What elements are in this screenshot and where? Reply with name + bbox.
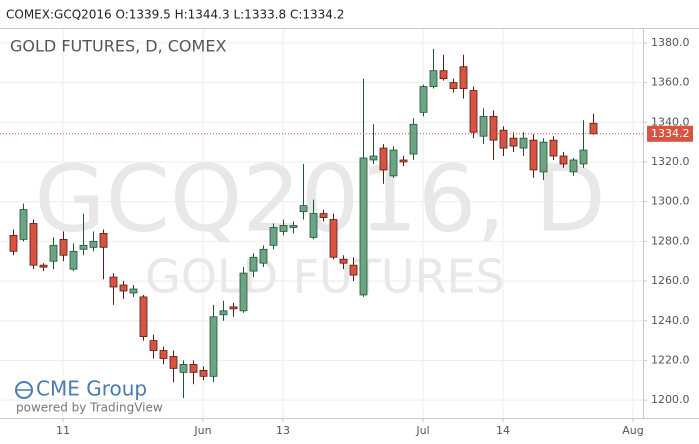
chart-title: GOLD FUTURES, D, COMEX <box>10 37 226 56</box>
candle-body <box>19 209 28 240</box>
candle-body <box>429 70 438 87</box>
candle-body <box>99 233 108 248</box>
y-tick-label: 1240.0 <box>651 314 690 327</box>
candle-body <box>149 340 158 351</box>
candle-body <box>359 157 368 296</box>
credit: powered by TradingView <box>16 401 163 415</box>
candle-body <box>399 159 408 163</box>
candle-body <box>209 316 218 377</box>
y-tick-label: 1340.0 <box>651 115 690 128</box>
candle-body <box>39 264 48 268</box>
x-tick-label: Jul <box>415 424 429 437</box>
axes: 1200.0 1220.0 1240.0 1260.0 1280.0 1300.0 1320… <box>56 36 693 437</box>
candle-body <box>319 213 328 218</box>
y-tick-label: 1380.0 <box>651 36 690 49</box>
y-tick-label: 1260.0 <box>651 274 690 287</box>
candle-body <box>289 225 298 228</box>
candle-body <box>389 149 398 177</box>
candle-body <box>589 122 598 135</box>
candle-body <box>349 264 358 276</box>
candle-body <box>489 115 498 141</box>
candle-body <box>579 149 588 165</box>
candle-body <box>59 238 68 256</box>
logo-icon <box>15 381 33 399</box>
candle-body <box>119 284 128 292</box>
x-tick-label: Jun <box>193 424 211 437</box>
candle-body <box>129 288 138 294</box>
candle-body <box>259 248 268 264</box>
candle-body <box>459 66 468 89</box>
y-tick-label: 1280.0 <box>651 234 690 247</box>
x-tick-label: 13 <box>276 424 290 437</box>
candle-body <box>369 155 378 161</box>
candle-body <box>569 159 578 173</box>
y-tick-label: 1220.0 <box>651 353 690 366</box>
last-price-label: 1334.2 <box>651 127 690 140</box>
x-tick-label: 11 <box>56 424 70 437</box>
candle-body <box>139 296 148 338</box>
candle-body <box>339 258 348 264</box>
y-tick-label: 1320.0 <box>651 155 690 168</box>
candle-body <box>109 276 118 288</box>
candle-body <box>499 129 508 149</box>
candle-body <box>179 364 188 373</box>
candle-body <box>409 123 418 155</box>
candle-body <box>79 244 88 250</box>
candle-body <box>539 141 548 173</box>
candle-body <box>549 139 558 157</box>
candle-body <box>449 82 458 89</box>
header-text: COMEX:GCQ2016 O:1339.5 H:1344.3 L:1333.8… <box>6 8 344 22</box>
watermark-subtitle: GOLD FUTURES <box>145 250 505 304</box>
y-tick-label: 1300.0 <box>651 195 690 208</box>
candle-body <box>29 223 38 266</box>
candle-body <box>9 235 18 252</box>
last-price-box <box>647 125 693 142</box>
candle-body <box>199 369 208 377</box>
candle-body <box>69 250 78 270</box>
candle-body <box>419 86 428 113</box>
candle-body <box>299 205 308 212</box>
candle-body <box>559 155 568 165</box>
y-tick-label: 1200.0 <box>651 393 690 406</box>
x-tick-label: 14 <box>496 424 510 437</box>
candle-body <box>219 310 228 316</box>
candle-body <box>519 137 528 149</box>
candle-body <box>329 219 338 258</box>
candle-body <box>479 115 488 137</box>
y-tick-label: 1360.0 <box>651 76 690 89</box>
candle-body <box>309 213 318 238</box>
candle-body <box>279 225 288 232</box>
watermark: GCQ2016, D <box>34 145 605 252</box>
candle-body <box>189 364 198 373</box>
x-tick-label: Aug <box>622 424 643 437</box>
candle-body <box>269 227 278 246</box>
candle-body <box>159 350 168 359</box>
candle-body <box>169 356 178 369</box>
candle-body <box>249 256 258 272</box>
candles <box>0 48 643 399</box>
candle-body <box>379 147 388 171</box>
candle-body <box>89 240 98 248</box>
candle-body <box>469 90 478 133</box>
candle-body <box>229 306 238 310</box>
candle-body <box>509 137 518 147</box>
logo-text: CME Group <box>36 377 147 401</box>
candle-body <box>529 139 538 171</box>
candle-body <box>439 70 448 80</box>
candle-body <box>239 272 248 312</box>
candle-body <box>49 244 58 262</box>
